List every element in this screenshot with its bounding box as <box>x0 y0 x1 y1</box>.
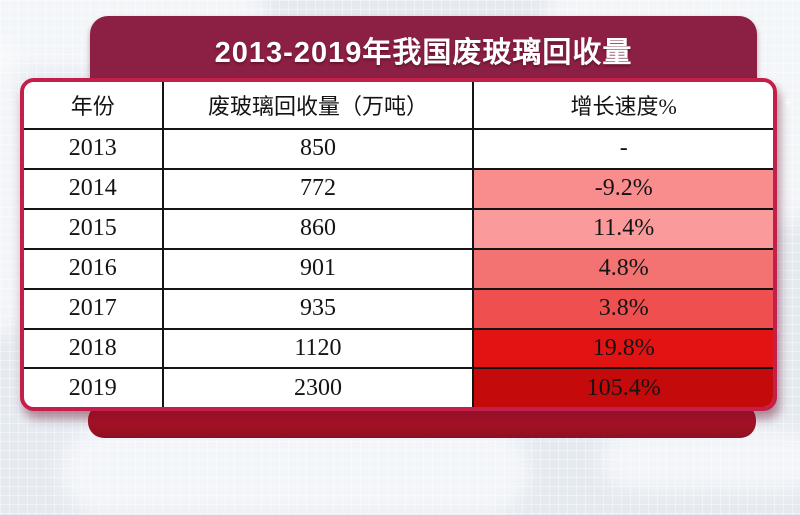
volume-cell: 901 <box>161 247 475 290</box>
year-cell: 2019 <box>24 367 164 407</box>
table-row: 2016 901 4.8% <box>24 247 773 290</box>
growth-cell: 19.8% <box>472 327 773 370</box>
table-row: 2017 935 3.8% <box>24 287 773 330</box>
year-cell: 2017 <box>24 287 164 330</box>
column-header-growth: 增长速度% <box>472 82 773 130</box>
growth-cell: 4.8% <box>472 247 773 290</box>
growth-cell: 11.4% <box>472 207 773 250</box>
year-cell: 2016 <box>24 247 164 290</box>
table-row: 2018 1120 19.8% <box>24 327 773 370</box>
table-row: 2015 860 11.4% <box>24 207 773 250</box>
volume-cell: 772 <box>161 167 475 210</box>
table-header-row: 年份 废玻璃回收量（万吨） 增长速度% <box>24 82 773 130</box>
volume-cell: 2300 <box>161 367 475 407</box>
volume-cell: 1120 <box>161 327 475 370</box>
table-row: 2013 850 - <box>24 128 773 170</box>
year-cell: 2018 <box>24 327 164 370</box>
table-row: 2019 2300 105.4% <box>24 367 773 407</box>
table-card: 年份 废玻璃回收量（万吨） 增长速度% 2013 850 - 2014 772 … <box>20 78 777 411</box>
column-header-year: 年份 <box>24 82 164 130</box>
sparkle-icon: + <box>782 96 793 111</box>
year-cell: 2015 <box>24 207 164 250</box>
growth-cell: -9.2% <box>472 167 773 210</box>
background-blob <box>60 425 530 515</box>
growth-cell: - <box>472 128 773 170</box>
volume-cell: 850 <box>161 128 475 170</box>
year-cell: 2013 <box>24 128 164 170</box>
table-row: 2014 772 -9.2% <box>24 167 773 210</box>
data-table: 年份 废玻璃回收量（万吨） 增长速度% 2013 850 - 2014 772 … <box>24 82 773 407</box>
volume-cell: 935 <box>161 287 475 330</box>
column-header-volume: 废玻璃回收量（万吨） <box>161 82 475 130</box>
page-title: 2013-2019年我国废玻璃回收量 <box>214 37 633 69</box>
volume-cell: 860 <box>161 207 475 250</box>
year-cell: 2014 <box>24 167 164 210</box>
background-blob <box>600 430 800 490</box>
growth-cell: 3.8% <box>472 287 773 330</box>
growth-cell: 105.4% <box>472 367 773 407</box>
background-blob <box>0 40 20 340</box>
